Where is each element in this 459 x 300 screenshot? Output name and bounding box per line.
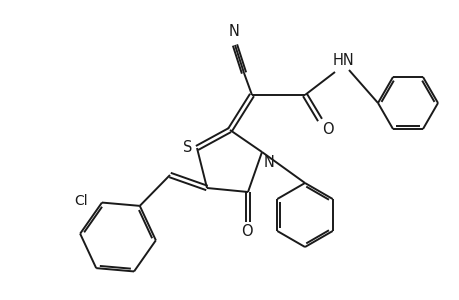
Text: N: N [263,155,274,170]
Text: HN: HN [332,53,354,68]
Text: O: O [321,122,333,137]
Text: S: S [183,140,192,154]
Text: O: O [241,224,252,239]
Text: N: N [228,24,239,39]
Text: Cl: Cl [74,194,88,208]
